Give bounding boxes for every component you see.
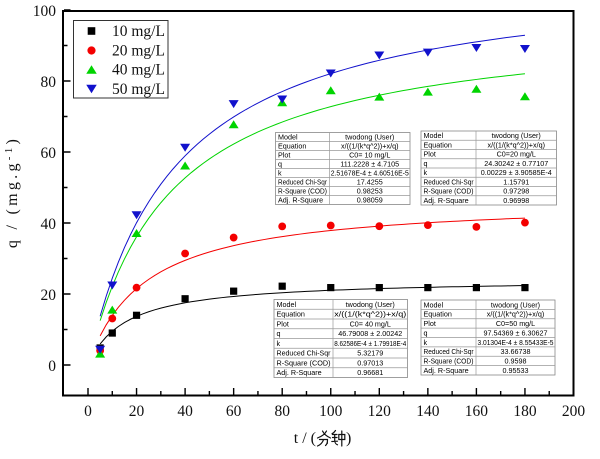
svg-text:Reduced Chi-Sqr: Reduced Chi-Sqr (424, 177, 475, 186)
svg-text:111.2228 ± 4.7105: 111.2228 ± 4.7105 (340, 160, 399, 169)
svg-text:10 mg/L: 10 mg/L (112, 23, 165, 40)
svg-text:60: 60 (41, 145, 57, 162)
svg-text:Equation: Equation (278, 142, 306, 151)
svg-text:100: 100 (33, 3, 57, 20)
svg-text:180: 180 (513, 403, 537, 420)
svg-text:C0=50 mg/L: C0=50 mg/L (496, 319, 535, 328)
svg-text:t / (: t / ( (294, 430, 316, 447)
svg-text:1.15791: 1.15791 (503, 177, 529, 186)
svg-text:160: 160 (465, 403, 489, 420)
svg-text:Equation: Equation (424, 140, 452, 149)
svg-text:40 mg/L: 40 mg/L (112, 62, 165, 79)
svg-text:x/((1/(k*q^2))+x/q): x/((1/(k*q^2))+x/q) (341, 142, 399, 151)
svg-text:0.97298: 0.97298 (503, 187, 529, 196)
svg-text:2.51678E-4 ± 4.60516E-5: 2.51678E-4 ± 4.60516E-5 (331, 169, 409, 178)
svg-text:Adj. R-Square: Adj. R-Square (424, 196, 469, 205)
svg-text:33.66738: 33.66738 (501, 347, 531, 356)
svg-text:Model: Model (278, 133, 298, 142)
svg-text:): ) (346, 430, 351, 447)
svg-text:0.00229 ± 3.90585E-4: 0.00229 ± 3.90585E-4 (481, 168, 552, 177)
svg-text:Adj. R-Square: Adj. R-Square (277, 368, 322, 377)
svg-text:Adj. R-Square: Adj. R-Square (424, 366, 469, 375)
svg-text:0.98253: 0.98253 (357, 187, 383, 196)
svg-text:Adj. R-Square: Adj. R-Square (278, 196, 323, 205)
svg-text:80: 80 (274, 403, 290, 420)
svg-text:Reduced Chi-Sqr: Reduced Chi-Sqr (424, 347, 475, 356)
svg-text:40: 40 (177, 403, 193, 420)
svg-text:200: 200 (562, 403, 586, 420)
svg-text:C0= 10 mg/L: C0= 10 mg/L (349, 151, 390, 160)
svg-text:k: k (424, 338, 428, 347)
svg-text:C0=20 mg/L: C0=20 mg/L (497, 150, 536, 159)
svg-text:0.9598: 0.9598 (505, 357, 527, 366)
svg-text:Plot: Plot (424, 319, 436, 328)
svg-text:R-Square (COD): R-Square (COD) (424, 187, 474, 196)
svg-text:C0= 40 mg/L: C0= 40 mg/L (350, 319, 391, 328)
svg-text:0: 0 (48, 358, 56, 375)
svg-text:24.30242 ± 0.77107: 24.30242 ± 0.77107 (484, 159, 548, 168)
svg-text:3.01304E-4 ± 8.55433E-5: 3.01304E-4 ± 8.55433E-5 (478, 338, 554, 347)
svg-text:x/((1/(k*q^2))+x/q): x/((1/(k*q^2))+x/q) (488, 140, 546, 149)
svg-text:20: 20 (129, 403, 145, 420)
svg-text:80: 80 (41, 74, 57, 91)
svg-text:100: 100 (319, 403, 343, 420)
svg-text:R-Square (COD): R-Square (COD) (277, 358, 331, 367)
svg-text:x/((1/(k*q^2))+x/q): x/((1/(k*q^2))+x/q) (487, 310, 545, 319)
svg-text:Model: Model (277, 300, 297, 309)
svg-text:8.62586E-4 ± 1.79918E-4: 8.62586E-4 ± 1.79918E-4 (334, 339, 406, 348)
svg-text:Model: Model (424, 131, 444, 140)
svg-text:20 mg/L: 20 mg/L (112, 43, 165, 60)
svg-text:q: q (424, 328, 428, 337)
svg-text:50 mg/L: 50 mg/L (112, 81, 165, 98)
svg-text:5.32179: 5.32179 (357, 349, 383, 358)
svg-text:twodong (User): twodong (User) (346, 300, 395, 309)
svg-text:x/((1/(k*q^2))+x/q): x/((1/(k*q^2))+x/q) (334, 310, 406, 319)
svg-text:17.4255: 17.4255 (357, 178, 383, 187)
svg-text:k: k (277, 339, 281, 348)
svg-text:0.96681: 0.96681 (357, 368, 383, 377)
svg-text:Reduced Chi-Sqr: Reduced Chi-Sqr (277, 349, 332, 358)
svg-text:q: q (424, 159, 428, 168)
svg-text:Equation: Equation (424, 310, 452, 319)
svg-text:twodong (User): twodong (User) (345, 133, 394, 142)
svg-text:60: 60 (226, 403, 242, 420)
svg-text:k: k (424, 168, 428, 177)
svg-text:R-Square (COD): R-Square (COD) (424, 357, 474, 366)
svg-text:0: 0 (84, 403, 92, 420)
svg-text:q: q (278, 160, 282, 169)
svg-text:140: 140 (416, 403, 440, 420)
svg-text:twodong (User): twodong (User) (491, 300, 540, 309)
svg-text:0.97013: 0.97013 (357, 358, 383, 367)
svg-text:0.96998: 0.96998 (503, 196, 529, 205)
svg-text:q: q (277, 329, 281, 338)
svg-text:40: 40 (41, 216, 57, 233)
svg-text:0.95533: 0.95533 (503, 366, 529, 375)
svg-text:q / (mg.g-1): q / (mg.g-1) (3, 136, 21, 248)
svg-text:120: 120 (368, 403, 392, 420)
svg-text:Plot: Plot (277, 319, 289, 328)
svg-text:twodong (User): twodong (User) (492, 131, 541, 140)
svg-text:Model: Model (424, 300, 444, 309)
svg-text:k: k (278, 169, 282, 178)
svg-text:0.98059: 0.98059 (357, 196, 383, 205)
svg-text:20: 20 (41, 287, 57, 304)
svg-text:97.54369 ± 6.30627: 97.54369 ± 6.30627 (484, 328, 548, 337)
svg-text:46.79008 ± 2.00242: 46.79008 ± 2.00242 (338, 329, 402, 338)
svg-text:Plot: Plot (424, 150, 436, 159)
svg-text:R-Square (COD): R-Square (COD) (278, 187, 327, 196)
svg-text:Plot: Plot (278, 151, 290, 160)
svg-text:Reduced Chi-Sqr: Reduced Chi-Sqr (278, 178, 328, 187)
svg-text:Equation: Equation (277, 310, 305, 319)
